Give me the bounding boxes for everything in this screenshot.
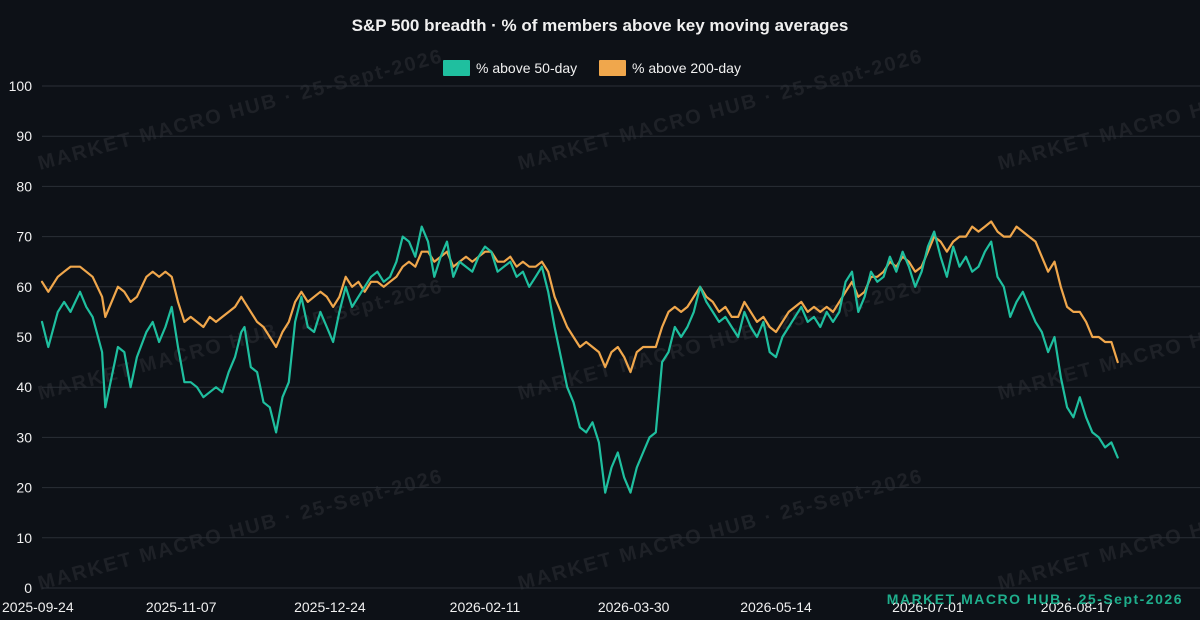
chart-title: S&P 500 breadth · % of members above key… — [352, 16, 849, 35]
legend-label: % above 200-day — [632, 60, 741, 76]
x-tick-label: 2025-12-24 — [294, 599, 366, 615]
watermark-corner: MARKET MACRO HUB · 25-Sept-2026 — [887, 591, 1183, 607]
x-tick-label: 2025-09-24 — [2, 599, 74, 615]
y-tick-label: 100 — [9, 78, 33, 94]
legend: % above 50-day % above 200-day — [443, 60, 741, 76]
y-tick-label: 30 — [16, 429, 32, 445]
y-tick-label: 90 — [16, 128, 32, 144]
x-tick-label: 2026-03-30 — [598, 599, 670, 615]
y-tick-label: 20 — [16, 480, 32, 496]
y-tick-label: 40 — [16, 379, 32, 395]
series-lines — [40, 220, 1119, 494]
y-tick-label: 50 — [16, 329, 32, 345]
x-tick-label: 2026-05-14 — [740, 599, 812, 615]
series-line — [40, 220, 1119, 374]
x-tick-label: 2026-08-17 — [1041, 599, 1113, 615]
y-tick-label: 70 — [16, 229, 32, 245]
x-tick-label: 2026-07-01 — [892, 599, 964, 615]
y-tick-label: 80 — [16, 178, 32, 194]
legend-label: % above 50-day — [476, 60, 577, 76]
y-tick-label: 10 — [16, 530, 32, 546]
legend-swatch — [443, 60, 470, 76]
y-tick-label: 60 — [16, 279, 32, 295]
x-tick-label: 2025-11-07 — [146, 599, 217, 615]
y-axis-tick-labels: 0 10 20 30 40 50 60 70 80 90 100 — [9, 78, 33, 596]
legend-swatch — [599, 60, 626, 76]
x-tick-label: 2026-02-11 — [450, 599, 521, 615]
series-line — [40, 225, 1119, 494]
x-axis-tick-labels: 2025-09-24 2025-11-07 2025-12-24 2026-02-11… — [2, 599, 1113, 615]
y-tick-label: 0 — [24, 580, 32, 596]
